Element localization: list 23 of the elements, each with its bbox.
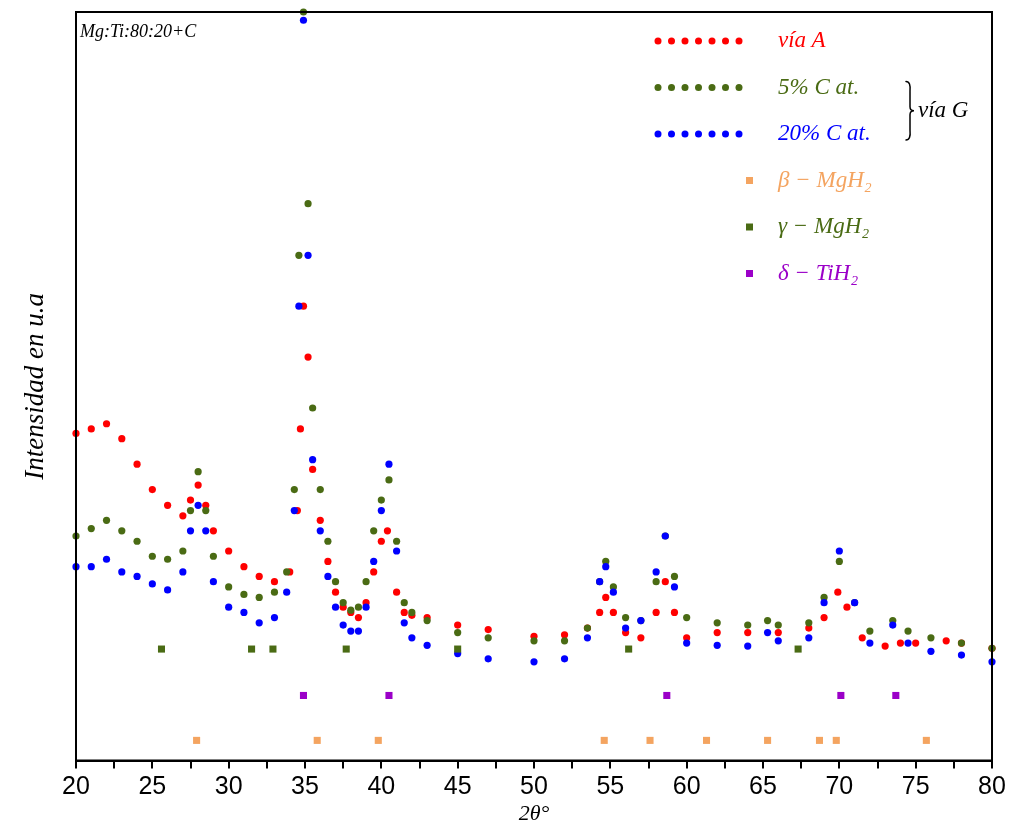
legend-label: vía A: [778, 27, 827, 53]
x-tick-label: 65: [749, 771, 777, 800]
x-tick-label: 20: [62, 771, 90, 800]
x-tick-label: 70: [825, 771, 854, 800]
legend-label: β − MgH₂: [777, 166, 872, 192]
x-tick-label: 55: [596, 771, 625, 800]
x-tick-label: 40: [367, 771, 396, 800]
x-tick-label: 30: [214, 771, 243, 800]
legend-label: γ − MgH₂: [778, 213, 870, 239]
x-axis-title: 2θ°: [518, 799, 550, 825]
legend-label: 5% C at.: [778, 73, 860, 99]
y-axis-title: Intensidad en u.a: [19, 292, 50, 481]
x-tick-label: 35: [291, 771, 319, 800]
annotation: Mg:Ti:80:20+C: [79, 20, 198, 41]
legend-label: 20% C at.: [778, 120, 871, 146]
annotation: vía G: [918, 96, 969, 122]
legend-label: δ − TiH₂: [778, 259, 859, 285]
x-tick-label: 75: [901, 771, 930, 800]
x-tick-label: 50: [520, 771, 548, 800]
x-tick-label: 25: [138, 771, 167, 800]
x-tick-label: 60: [672, 771, 701, 800]
x-tick-label: 80: [978, 771, 1006, 800]
x-tick-label: 45: [443, 771, 472, 800]
